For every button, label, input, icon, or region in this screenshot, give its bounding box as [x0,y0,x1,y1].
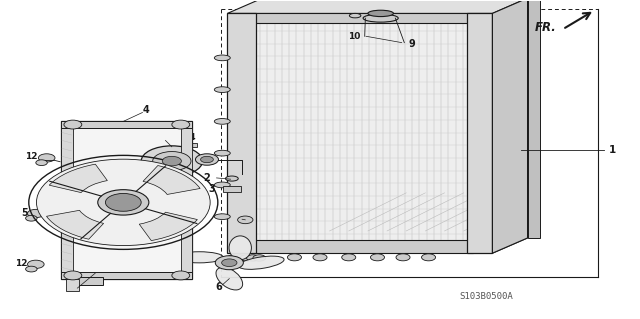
Bar [68,277,103,285]
Ellipse shape [239,256,284,269]
Circle shape [240,255,253,261]
Text: 2: 2 [204,173,210,183]
Circle shape [28,260,44,269]
Circle shape [36,159,210,246]
Circle shape [287,254,301,261]
Circle shape [221,259,237,267]
Circle shape [64,271,82,280]
Bar [180,122,192,278]
Text: 9: 9 [408,39,415,49]
Text: FR.: FR. [534,21,556,34]
Ellipse shape [229,236,252,260]
Bar [61,122,192,128]
Circle shape [26,215,37,221]
Circle shape [200,156,213,163]
Ellipse shape [225,176,238,181]
Bar [147,143,197,147]
Ellipse shape [214,87,230,93]
Bar [61,271,192,278]
Circle shape [371,254,385,261]
Text: 6: 6 [216,283,223,293]
Wedge shape [140,212,197,241]
Ellipse shape [175,252,223,263]
Polygon shape [492,0,527,253]
Circle shape [172,120,189,129]
Circle shape [313,254,327,261]
Text: 12: 12 [25,152,38,161]
Circle shape [342,254,356,261]
Ellipse shape [214,214,230,219]
Text: 13: 13 [40,196,53,205]
Bar [66,278,79,291]
Text: S103B0500A: S103B0500A [459,292,513,300]
Ellipse shape [363,14,398,22]
Text: 8: 8 [98,267,104,277]
Bar [250,241,473,253]
Circle shape [246,255,259,261]
Circle shape [106,194,141,211]
Ellipse shape [349,13,361,18]
Text: 1: 1 [609,145,616,155]
Circle shape [36,160,47,166]
Circle shape [227,255,240,261]
Bar [250,13,473,23]
Circle shape [38,154,55,162]
Circle shape [195,154,218,165]
Bar [140,201,163,208]
Bar [527,0,540,238]
Bar [227,13,256,253]
Circle shape [172,271,189,280]
Circle shape [26,266,37,272]
Bar [223,187,241,192]
Ellipse shape [368,10,394,17]
Text: 7: 7 [160,133,167,143]
Bar [61,122,73,278]
Text: 4: 4 [143,105,150,115]
Circle shape [98,190,149,215]
Circle shape [237,216,253,224]
Wedge shape [47,210,104,239]
Circle shape [396,254,410,261]
Circle shape [64,120,82,129]
Ellipse shape [214,55,230,61]
Bar [467,13,492,253]
Text: 3: 3 [208,184,214,194]
Polygon shape [492,0,527,253]
Wedge shape [49,164,108,193]
Circle shape [141,146,202,176]
Ellipse shape [216,267,243,290]
Text: 10: 10 [348,32,360,41]
Circle shape [44,199,60,207]
Ellipse shape [214,150,230,156]
Ellipse shape [214,182,230,188]
Bar [61,122,192,278]
Bar [253,18,470,247]
Circle shape [215,256,243,270]
Polygon shape [227,0,527,13]
Text: 12: 12 [15,259,28,268]
Text: 11: 11 [226,213,238,222]
Circle shape [234,255,246,261]
Circle shape [153,152,191,171]
Text: 5: 5 [20,208,28,218]
Circle shape [253,255,266,261]
Ellipse shape [214,119,230,124]
Circle shape [163,156,181,166]
Circle shape [28,209,44,218]
Text: 14: 14 [183,133,195,142]
Wedge shape [143,166,200,195]
Circle shape [41,205,52,211]
Circle shape [422,254,436,261]
